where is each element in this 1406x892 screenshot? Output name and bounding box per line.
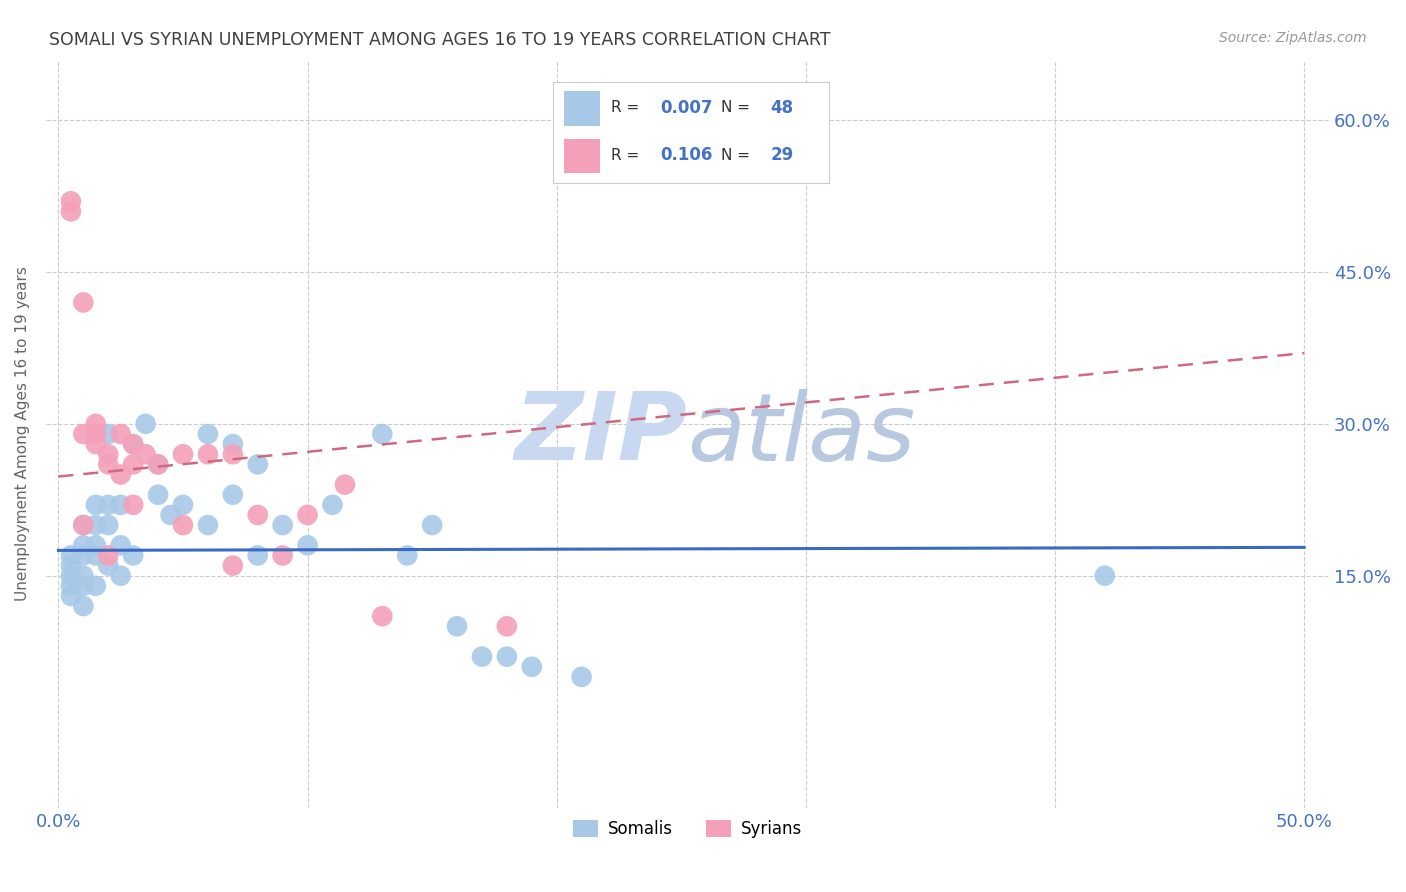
Point xyxy=(333,477,356,491)
Point xyxy=(246,508,269,522)
Point xyxy=(72,518,94,533)
Point xyxy=(97,458,120,472)
Point xyxy=(97,518,120,533)
Point xyxy=(59,549,82,563)
Point xyxy=(97,498,120,512)
Point xyxy=(222,437,245,451)
Point xyxy=(172,447,194,461)
Point xyxy=(97,549,120,563)
Point xyxy=(246,458,269,472)
Point xyxy=(1094,568,1116,582)
Point xyxy=(496,619,519,633)
Point xyxy=(271,518,294,533)
Point xyxy=(72,427,94,442)
Point xyxy=(297,538,319,552)
Point xyxy=(146,458,169,472)
Point xyxy=(197,427,219,442)
Point xyxy=(84,579,107,593)
Point xyxy=(222,447,245,461)
Text: SOMALI VS SYRIAN UNEMPLOYMENT AMONG AGES 16 TO 19 YEARS CORRELATION CHART: SOMALI VS SYRIAN UNEMPLOYMENT AMONG AGES… xyxy=(49,31,831,49)
Point xyxy=(446,619,468,633)
Point xyxy=(84,427,107,442)
Point xyxy=(172,518,194,533)
Point xyxy=(84,549,107,563)
Point xyxy=(59,204,82,219)
Point xyxy=(110,467,132,482)
Point xyxy=(396,549,419,563)
Point xyxy=(72,538,94,552)
Point xyxy=(110,498,132,512)
Point xyxy=(172,498,194,512)
Point xyxy=(222,488,245,502)
Point xyxy=(59,568,82,582)
Point xyxy=(146,488,169,502)
Point xyxy=(271,549,294,563)
Point xyxy=(110,427,132,442)
Point xyxy=(122,498,145,512)
Point xyxy=(471,649,494,664)
Point xyxy=(72,549,94,563)
Point xyxy=(72,579,94,593)
Text: ZIP: ZIP xyxy=(515,388,688,480)
Point xyxy=(321,498,343,512)
Point xyxy=(297,508,319,522)
Point xyxy=(72,568,94,582)
Point xyxy=(84,417,107,431)
Point xyxy=(371,609,394,624)
Point xyxy=(72,295,94,310)
Point xyxy=(84,538,107,552)
Point xyxy=(122,437,145,451)
Point xyxy=(420,518,443,533)
Point xyxy=(146,458,169,472)
Point xyxy=(97,447,120,461)
Point xyxy=(197,518,219,533)
Point xyxy=(59,194,82,209)
Point xyxy=(122,437,145,451)
Point xyxy=(159,508,181,522)
Point xyxy=(110,568,132,582)
Point xyxy=(59,579,82,593)
Point xyxy=(84,498,107,512)
Point xyxy=(110,538,132,552)
Point xyxy=(520,659,543,673)
Y-axis label: Unemployment Among Ages 16 to 19 years: Unemployment Among Ages 16 to 19 years xyxy=(15,267,30,601)
Point xyxy=(222,558,245,573)
Point xyxy=(97,558,120,573)
Legend: Somalis, Syrians: Somalis, Syrians xyxy=(567,814,808,845)
Text: Source: ZipAtlas.com: Source: ZipAtlas.com xyxy=(1219,31,1367,45)
Point xyxy=(72,518,94,533)
Point xyxy=(135,417,157,431)
Point xyxy=(97,427,120,442)
Point xyxy=(246,549,269,563)
Point xyxy=(122,549,145,563)
Point xyxy=(84,518,107,533)
Point xyxy=(84,437,107,451)
Point xyxy=(371,427,394,442)
Point xyxy=(59,558,82,573)
Point xyxy=(122,458,145,472)
Point xyxy=(197,447,219,461)
Point xyxy=(72,599,94,613)
Point xyxy=(59,589,82,603)
Text: atlas: atlas xyxy=(688,389,915,480)
Point xyxy=(135,447,157,461)
Point xyxy=(571,670,593,684)
Point xyxy=(496,649,519,664)
